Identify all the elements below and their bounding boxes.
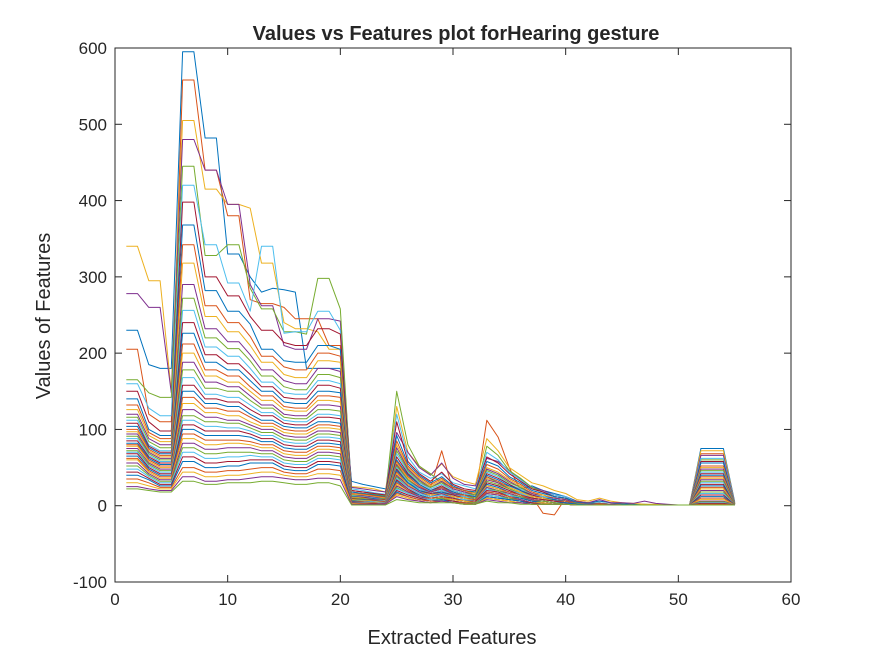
series-layer <box>126 51 736 516</box>
y-tick-label: -100 <box>73 573 107 592</box>
plot-area <box>115 48 791 582</box>
y-tick-label: 0 <box>98 497 107 516</box>
x-tick-label: 60 <box>782 590 801 609</box>
x-tick-label: 30 <box>444 590 463 609</box>
x-tick-label: 50 <box>669 590 688 609</box>
y-tick-label: 200 <box>79 344 107 363</box>
y-tick-label: 300 <box>79 268 107 287</box>
y-tick-label: 100 <box>79 420 107 439</box>
series-line-4 <box>126 139 736 506</box>
y-axis-label: Values of Features <box>33 233 55 399</box>
y-axis: -100 0 100 200 300 400 500 600 <box>73 39 791 592</box>
chart-title: Values vs Features plot forHearing gestu… <box>253 23 660 45</box>
x-tick-label: 10 <box>218 590 237 609</box>
x-axis: 0 10 20 30 40 50 60 <box>110 48 800 609</box>
x-tick-label: 20 <box>331 590 350 609</box>
x-axis-label: Extracted Features <box>368 627 537 649</box>
series-line-40 <box>126 480 735 506</box>
x-tick-label: 40 <box>556 590 575 609</box>
y-tick-label: 400 <box>79 192 107 211</box>
y-tick-label: 600 <box>79 39 107 58</box>
x-tick-label: 0 <box>110 590 119 609</box>
y-tick-label: 500 <box>79 115 107 134</box>
